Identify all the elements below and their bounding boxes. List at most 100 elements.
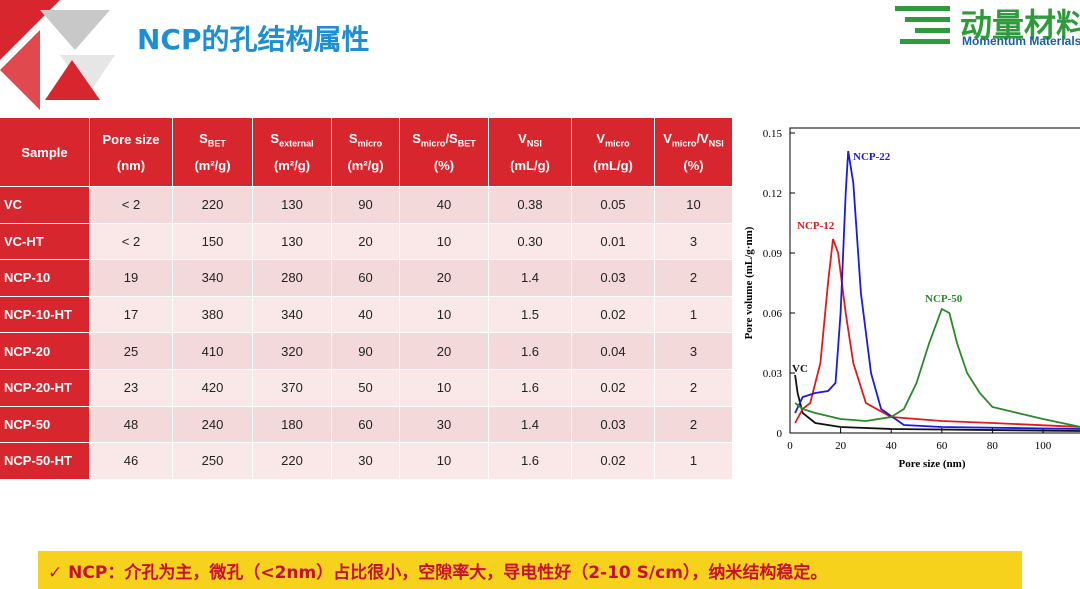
data-cell: 23 xyxy=(90,370,173,407)
header-part: /V xyxy=(696,130,709,146)
x-tick-label: 20 xyxy=(835,440,847,452)
header-part: micro xyxy=(420,138,446,149)
data-cell: 2 xyxy=(655,260,733,297)
data-cell: 1.4 xyxy=(489,406,572,444)
y-tick-label: 0.12 xyxy=(763,188,782,200)
data-cell: 0.03 xyxy=(572,406,655,444)
data-cell: 90 xyxy=(332,187,400,224)
header-part: /S xyxy=(445,130,458,146)
x-tick-label: 0 xyxy=(787,440,793,452)
data-cell: 2 xyxy=(655,406,733,444)
data-cell: 1.5 xyxy=(489,296,572,334)
sample-cell: NCP-50 xyxy=(0,406,90,444)
line-series xyxy=(794,150,1080,430)
header-part: Pore size xyxy=(102,131,160,147)
data-cell: 50 xyxy=(332,370,400,407)
data-cell: 0.38 xyxy=(489,187,572,224)
data-cell: 3 xyxy=(655,223,733,261)
sample-cell: NCP-10 xyxy=(0,260,90,297)
data-cell: 3 xyxy=(655,333,733,370)
y-tick-label: 0.09 xyxy=(763,248,783,260)
header-unit: (m²/g) xyxy=(194,158,231,174)
data-cell: 0.02 xyxy=(572,443,655,480)
x-tick-label: 60 xyxy=(936,440,948,452)
data-cell: 60 xyxy=(332,406,400,444)
data-cell: 340 xyxy=(253,296,332,334)
y-tick-label: 0.06 xyxy=(763,308,783,320)
data-cell: 0.05 xyxy=(572,187,655,224)
header-unit: (mL/g) xyxy=(510,158,550,174)
sample-cell: VC xyxy=(0,187,90,224)
header-cell: Pore size (nm) xyxy=(90,118,173,187)
logo: 动量材料 xyxy=(960,6,1080,44)
data-cell: 380 xyxy=(173,296,253,334)
series-label: VC xyxy=(792,363,808,375)
y-axis-label: Pore volume (mL/g·nm) xyxy=(743,226,755,339)
series-label: NCP-50 xyxy=(925,293,963,305)
line-series xyxy=(794,307,1080,428)
data-cell: 0.01 xyxy=(572,223,655,261)
data-cell: 30 xyxy=(400,406,489,444)
sample-cell: NCP-50-HT xyxy=(0,443,90,480)
data-cell: 10 xyxy=(400,443,489,480)
series-label: NCP-12 xyxy=(797,220,835,232)
header-cell: Sexternal (m²/g) xyxy=(253,118,332,187)
header-part: micro xyxy=(671,138,697,149)
header-part: micro xyxy=(605,138,630,149)
x-axis-label: Pore size (nm) xyxy=(899,458,966,470)
header-name: Vmicro/VNSI xyxy=(663,131,724,149)
data-cell: 1.6 xyxy=(489,443,572,480)
data-cell: 340 xyxy=(173,260,253,297)
data-cell: 20 xyxy=(400,260,489,297)
data-cell: < 2 xyxy=(90,223,173,261)
header-cell: SBET (m²/g) xyxy=(173,118,253,187)
line-series xyxy=(794,238,1080,428)
data-cell: 1.6 xyxy=(489,370,572,407)
header-part: V xyxy=(663,130,672,146)
x-tick-label: 40 xyxy=(886,440,898,452)
data-cell: 25 xyxy=(90,333,173,370)
header-part: Sample xyxy=(21,144,68,160)
header-name: Vmicro xyxy=(596,131,629,149)
data-cell: 220 xyxy=(173,187,253,224)
header-name: SBET xyxy=(199,131,226,149)
header-part: V xyxy=(518,130,527,146)
header-part: S xyxy=(412,130,421,146)
data-cell: 10 xyxy=(400,223,489,261)
decoration xyxy=(0,0,950,110)
data-cell: 1 xyxy=(655,443,733,480)
header-cell: Sample xyxy=(0,118,90,187)
data-cell: 150 xyxy=(173,223,253,261)
data-cell: 1.6 xyxy=(489,333,572,370)
data-cell: 0.02 xyxy=(572,296,655,334)
header-cell: Smicro/SBET (%) xyxy=(400,118,489,187)
header-unit: (m²/g) xyxy=(347,158,384,174)
data-cell: 130 xyxy=(253,223,332,261)
header-name: Smicro xyxy=(349,131,382,149)
data-cell: 220 xyxy=(253,443,332,480)
header-part: BET xyxy=(457,138,476,149)
data-cell: 60 xyxy=(332,260,400,297)
data-cell: 40 xyxy=(332,296,400,334)
x-tick-label: 80 xyxy=(987,440,999,452)
data-cell: 240 xyxy=(173,406,253,444)
data-cell: 2 xyxy=(655,370,733,407)
plot-frame xyxy=(789,127,1080,434)
data-cell: 0.03 xyxy=(572,260,655,297)
header-name: Pore size xyxy=(102,132,159,147)
data-cell: 0.04 xyxy=(572,333,655,370)
data-cell: 410 xyxy=(173,333,253,370)
data-cell: 0.02 xyxy=(572,370,655,407)
header-unit: (%) xyxy=(433,158,455,174)
data-cell: 20 xyxy=(332,223,400,261)
header-part: S xyxy=(348,130,358,146)
sample-cell: NCP-20-HT xyxy=(0,370,90,407)
data-cell: 370 xyxy=(253,370,332,407)
data-cell: 10 xyxy=(400,370,489,407)
note: ✓ NCP：介孔为主，微孔（<2nm）占比很小，空隙率大，导电性好（2-10 S… xyxy=(38,551,1022,589)
data-cell: 180 xyxy=(253,406,332,444)
header-cell: Vmicro/VNSI (%) xyxy=(655,118,733,187)
header-unit: (%) xyxy=(683,158,704,174)
header-part: micro xyxy=(357,138,383,149)
